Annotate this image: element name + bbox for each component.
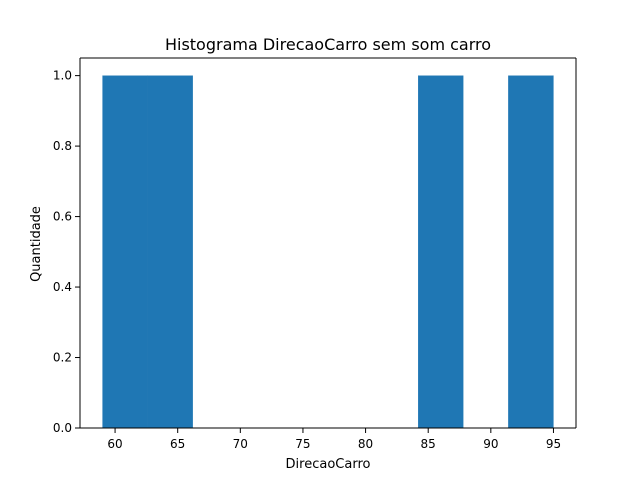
- histogram-bar-8: [418, 75, 464, 429]
- x-tick-label: 65: [170, 437, 185, 451]
- chart-title: Histograma DirecaoCarro sem som carro: [165, 35, 491, 54]
- x-axis-label: DirecaoCarro: [286, 457, 371, 472]
- x-tick-label: 90: [483, 437, 498, 451]
- y-tick-label: 1.0: [53, 69, 72, 83]
- histogram-bar-1: [102, 75, 148, 429]
- y-axis-ticks: 0.0 0.2 0.4 0.6 0.8 1.0: [53, 69, 80, 435]
- x-tick-label: 75: [295, 437, 310, 451]
- y-axis-label: Quantidade: [29, 206, 44, 282]
- x-tick-label: 95: [546, 437, 561, 451]
- histogram-bar-2: [147, 75, 193, 429]
- y-tick-label: 0.2: [53, 351, 72, 365]
- bars-layer: [102, 75, 554, 429]
- x-tick-label: 60: [107, 437, 122, 451]
- y-tick-label: 0.0: [53, 421, 72, 435]
- x-tick-label: 85: [421, 437, 436, 451]
- x-tick-label: 70: [233, 437, 248, 451]
- y-tick-label: 0.8: [53, 139, 72, 153]
- y-tick-label: 0.4: [53, 280, 72, 294]
- axes-layer: [79, 57, 577, 429]
- y-tick-label: 0.6: [53, 210, 72, 224]
- x-axis-ticks: 60 65 70 75 80 85 90 95: [107, 428, 561, 451]
- histogram-bar-10: [508, 75, 554, 429]
- x-tick-label: 80: [358, 437, 373, 451]
